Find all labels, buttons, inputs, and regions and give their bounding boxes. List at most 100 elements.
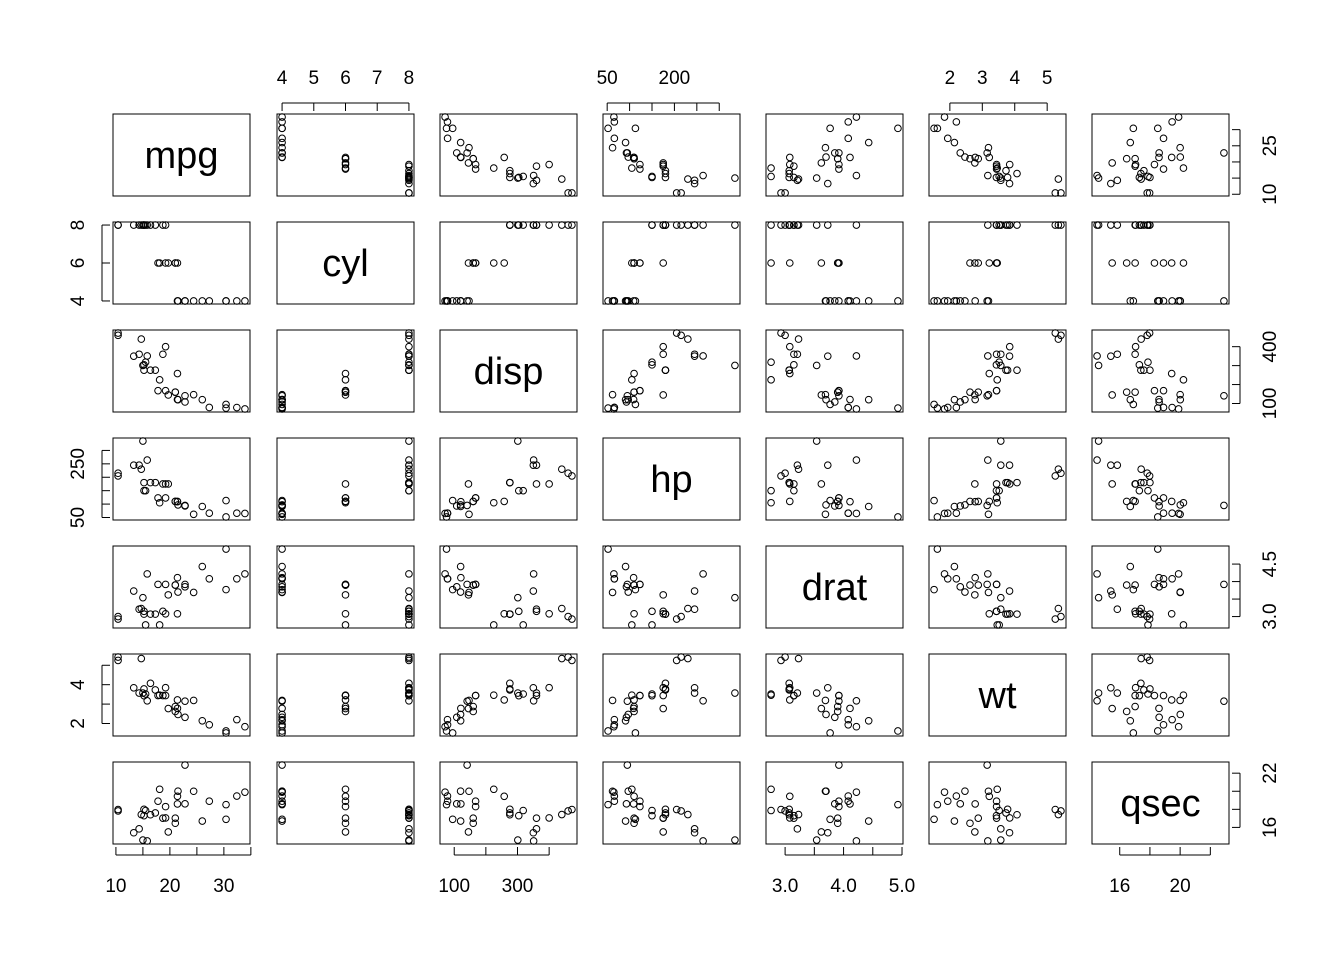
panel-frame [1091,329,1230,413]
data-point [852,456,861,464]
data-point [781,331,789,340]
data-point [630,819,638,828]
data-point [1137,679,1145,688]
data-point [189,588,198,597]
panel-frame [1091,653,1230,737]
data-point [514,607,523,616]
data-point [171,702,180,711]
data-point [1126,297,1135,305]
data-point [833,702,842,711]
data-point [1013,169,1021,178]
data-point [143,221,152,229]
data-point [463,580,471,589]
data-point [173,297,182,305]
data-point [846,297,854,305]
data-point [1159,580,1168,589]
data-point [690,587,699,595]
data-point [341,480,350,488]
tick-label: 10 [1260,184,1281,205]
data-point [448,496,457,505]
data-point [171,819,180,828]
data-point [648,173,656,182]
data-point [623,149,632,157]
data-point [846,395,854,404]
data-point [1005,352,1014,360]
data-point [621,716,630,725]
data-point [830,149,839,157]
data-point [826,729,834,737]
data-point [405,593,413,602]
data-point [441,788,449,796]
panel-disp-vs-hp [602,329,741,413]
data-point [141,806,150,815]
panel-qsec-vs-wt [928,761,1067,845]
data-point [943,403,952,412]
panel-hp-vs-drat [765,437,904,521]
data-point [659,609,668,618]
data-point [457,704,465,713]
data-point [457,297,465,305]
data-point [1135,361,1144,369]
data-point [164,259,173,267]
data-point [529,179,538,188]
data-point [1002,809,1010,817]
data-point [154,797,162,805]
data-point [610,403,619,412]
data-point [529,837,538,845]
data-point [985,153,994,162]
data-point [844,792,853,800]
data-point [341,580,350,589]
data-point [672,656,681,665]
data-point [790,691,798,700]
data-point [992,386,1001,395]
data-point [846,800,854,808]
data-point [139,221,147,229]
data-point [1140,221,1148,229]
panel-cyl-vs-hp [602,221,741,305]
data-point [844,715,853,724]
data-point [992,361,1001,369]
data-point [677,653,685,661]
data-point [852,696,861,705]
data-point [1155,153,1163,162]
data-point [996,350,1005,359]
tick-label: 100 [438,876,470,897]
data-point [464,704,473,713]
data-point [1093,352,1101,360]
data-point [793,825,802,833]
data-point [1155,573,1163,582]
data-point [405,609,413,618]
data-point [1122,707,1131,716]
data-point [159,480,167,488]
data-point [155,621,164,629]
data-point [457,800,465,808]
data-point [992,494,1001,502]
data-point [1013,810,1021,819]
data-point [956,149,965,157]
panel-wt-vs-cyl [276,653,415,737]
data-point [985,497,994,506]
panel-wt-vs-qsec [1091,653,1230,737]
data-point [992,173,1001,182]
tick-label: 4 [68,295,89,306]
data-point [844,403,853,412]
data-point [1176,588,1185,596]
data-point [624,710,633,719]
data-point [610,118,619,126]
panel-frame [765,761,904,845]
data-point [835,691,843,700]
data-point [835,494,843,502]
data-point [405,171,413,180]
data-point [812,437,821,445]
data-point [135,825,143,833]
panel-frame [1091,437,1230,521]
data-point [940,509,949,518]
data-point [222,496,230,505]
data-point [1108,259,1116,267]
panel-wt-vs-wt: wt [928,653,1067,737]
data-point [405,352,413,360]
data-point [974,259,983,267]
data-point [545,221,553,229]
data-point [159,221,167,229]
data-point [139,593,147,602]
